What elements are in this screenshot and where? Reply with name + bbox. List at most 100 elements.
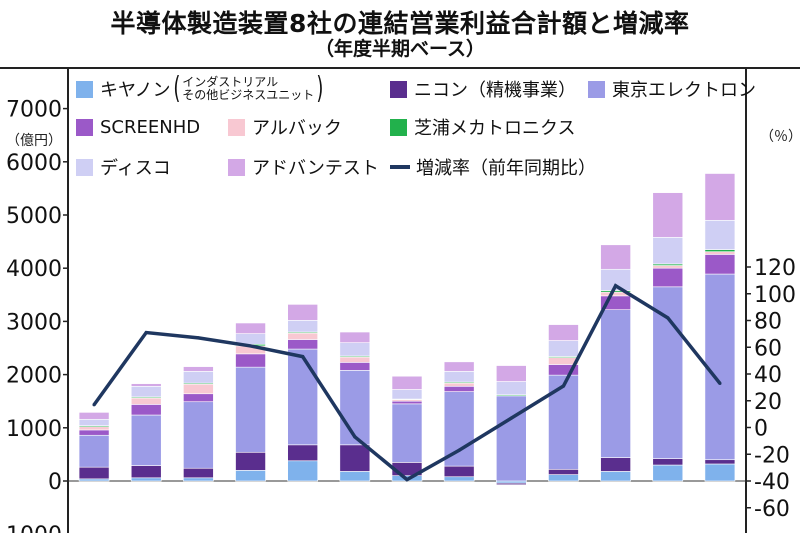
- legend-note-line-1: インダストリアル: [182, 75, 279, 89]
- bar-segment-canon: [130, 477, 162, 482]
- legend-swatch-ulvac: [228, 118, 245, 136]
- bar-segment-advantest: [391, 375, 423, 390]
- bar-segment-ulvac: [443, 382, 475, 387]
- bar-segment-advantest: [287, 304, 318, 321]
- y2-tick-label: -20: [754, 443, 790, 468]
- bar-segment-advantest: [600, 244, 631, 270]
- chart-title: 半導体製造装置8社の連結営業利益合計額と増減率: [110, 9, 690, 38]
- y-tick-label: 3000: [6, 310, 62, 335]
- legend-label-tel: 東京エレクトロン: [612, 80, 756, 101]
- y2-tick-label: 20: [754, 390, 782, 415]
- y2-tick-label: 0: [754, 417, 768, 442]
- chart-subtitle: （年度半期ベース）: [314, 38, 486, 60]
- bar-segment-screen: [78, 429, 110, 436]
- legend-label-canon: キヤノン: [100, 80, 171, 101]
- bar-segment-tel: [287, 348, 318, 446]
- bar-segment-nikon: [78, 466, 110, 480]
- bar-segment-ulvac: [652, 265, 684, 269]
- legend-note-line-2: その他ビジネスユニット: [182, 88, 315, 102]
- legend-swatch-advantest: [228, 158, 245, 176]
- line-point: [196, 336, 200, 340]
- y2-tick-label: -60: [754, 497, 790, 522]
- line-point: [92, 403, 96, 407]
- bar-segment-screen: [287, 339, 318, 350]
- bar-segment-screen: [130, 404, 162, 416]
- line-point: [248, 344, 253, 348]
- bar-segment-ulvac: [183, 383, 214, 395]
- bar-segment-tel: [652, 286, 684, 459]
- line-point: [144, 330, 148, 335]
- legend-item-ulvac: アルバック: [228, 114, 342, 140]
- bar-segment-tel: [443, 391, 475, 467]
- y2-tick-label: 40: [754, 363, 782, 388]
- legend-item-canon: キヤノン ( インダストリアル その他ビジネスユニット ): [76, 74, 326, 104]
- bar-segment-nikon: [496, 482, 527, 486]
- bar-segment-advantest: [443, 361, 475, 372]
- line-point: [457, 448, 461, 452]
- y-tick-label: 7000: [6, 98, 62, 123]
- y-tick-label: 5000: [6, 204, 62, 229]
- legend-swatch-canon: [76, 80, 93, 98]
- legend-label-nikon: ニコン（精機事業）: [414, 80, 576, 101]
- y2-tick-label: 60: [754, 336, 782, 361]
- bar-segment-nikon: [600, 457, 631, 472]
- bar-segment-screen: [183, 393, 214, 403]
- bar-segment-tel: [130, 414, 162, 466]
- legend-item-line: 増減率（前年同期比）: [390, 154, 596, 180]
- legend-swatch-screen: [76, 118, 93, 136]
- bar-segment-advantest: [652, 192, 684, 238]
- legend-item-advantest: アドバンテスト: [228, 154, 379, 180]
- legend-label-line: 増減率（前年同期比）: [416, 158, 596, 179]
- bar-segment-advantest: [78, 412, 110, 420]
- bar-segment-canon: [652, 464, 684, 482]
- bar-segment-canon: [548, 474, 579, 482]
- bar-segment-tel: [339, 370, 371, 446]
- bar-segment-canon: [183, 477, 214, 482]
- bar-segment-advantest: [183, 366, 214, 372]
- bar-segment-disco: [339, 342, 371, 357]
- line-point: [509, 416, 513, 420]
- y2-tick-label: 120: [754, 256, 796, 281]
- legend-item-shibaura: 芝浦メカトロニクス: [390, 114, 575, 140]
- bar-segment-disco: [287, 320, 318, 333]
- bar-segment-ulvac: [78, 426, 110, 431]
- bar-segment-tel: [548, 374, 579, 470]
- bar-segment-tel: [704, 273, 736, 461]
- bar-segment-advantest: [235, 322, 266, 334]
- legend-label-advantest: アドバンテスト: [252, 158, 379, 179]
- bar-segment-nikon: [235, 451, 266, 471]
- bar-segment-nikon: [339, 444, 371, 472]
- bar-segment-screen: [704, 254, 736, 275]
- legend-item-tel: 東京エレクトロン: [588, 76, 756, 102]
- legend-label-screen: SCREENHD: [100, 116, 201, 138]
- legend-swatch-shibaura: [390, 118, 407, 136]
- y-tick-label: -1000: [0, 523, 62, 533]
- bar-segment-disco: [443, 371, 475, 383]
- bar-segment-ulvac: [130, 397, 162, 405]
- bar-segment-canon: [600, 471, 631, 482]
- bar-segment-tel: [496, 395, 527, 482]
- bar-segment-screen: [235, 353, 266, 368]
- legend-item-disco: ディスコ: [76, 154, 171, 180]
- y-tick-label: 0: [48, 470, 62, 495]
- line-point: [561, 384, 566, 388]
- bar-segment-advantest: [339, 331, 371, 343]
- y-tick-label: 1000: [6, 417, 62, 442]
- y-tick-label: 2000: [6, 364, 62, 389]
- bar-segment-nikon: [130, 465, 162, 479]
- bar-segment-ulvac: [287, 332, 318, 340]
- bar-segment-nikon: [443, 465, 475, 478]
- bar-segment-screen: [652, 267, 684, 288]
- bar-segment-nikon: [704, 459, 736, 465]
- bar-segment-disco: [183, 371, 214, 384]
- bar-segment-nikon: [183, 467, 214, 479]
- bar-segment-screen: [443, 386, 475, 392]
- bar-segment-tel: [600, 309, 631, 458]
- legend-item-screen: SCREENHD: [76, 114, 200, 140]
- bar-segment-disco: [548, 340, 579, 357]
- bar-segment-canon: [235, 470, 266, 482]
- legend-swatch-tel: [588, 80, 605, 98]
- y2-tick-label: 80: [754, 310, 782, 335]
- bar-segment-canon: [78, 478, 110, 482]
- bar-segment-nikon: [548, 468, 579, 475]
